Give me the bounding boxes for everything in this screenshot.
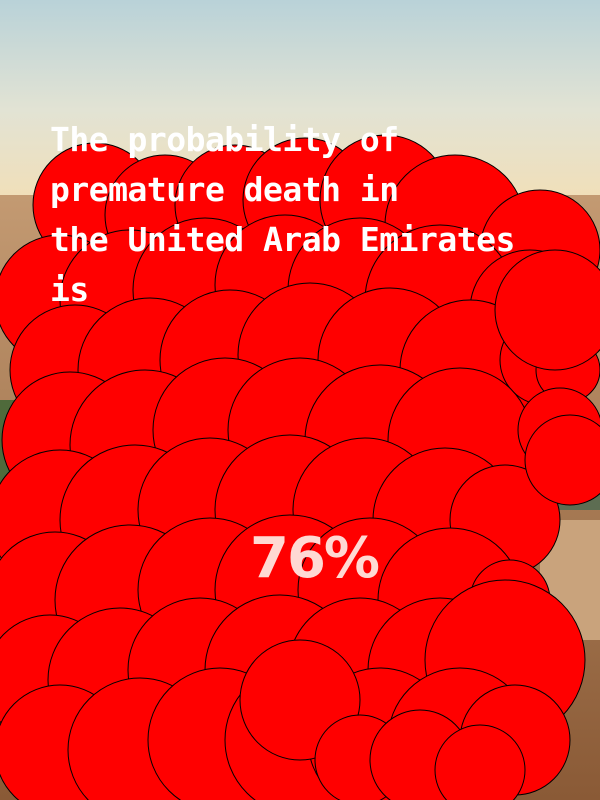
headline-line: premature death in [50, 170, 399, 209]
probability-value: 76% [250, 526, 380, 591]
headline: The probability of premature death in th… [50, 115, 600, 315]
bubble [494, 249, 600, 371]
bubble [524, 414, 600, 506]
bubble [434, 724, 526, 800]
headline-line: the United Arab Emirates [50, 220, 515, 259]
headline-line: The probability of [50, 120, 399, 159]
headline-line: is [50, 270, 89, 309]
